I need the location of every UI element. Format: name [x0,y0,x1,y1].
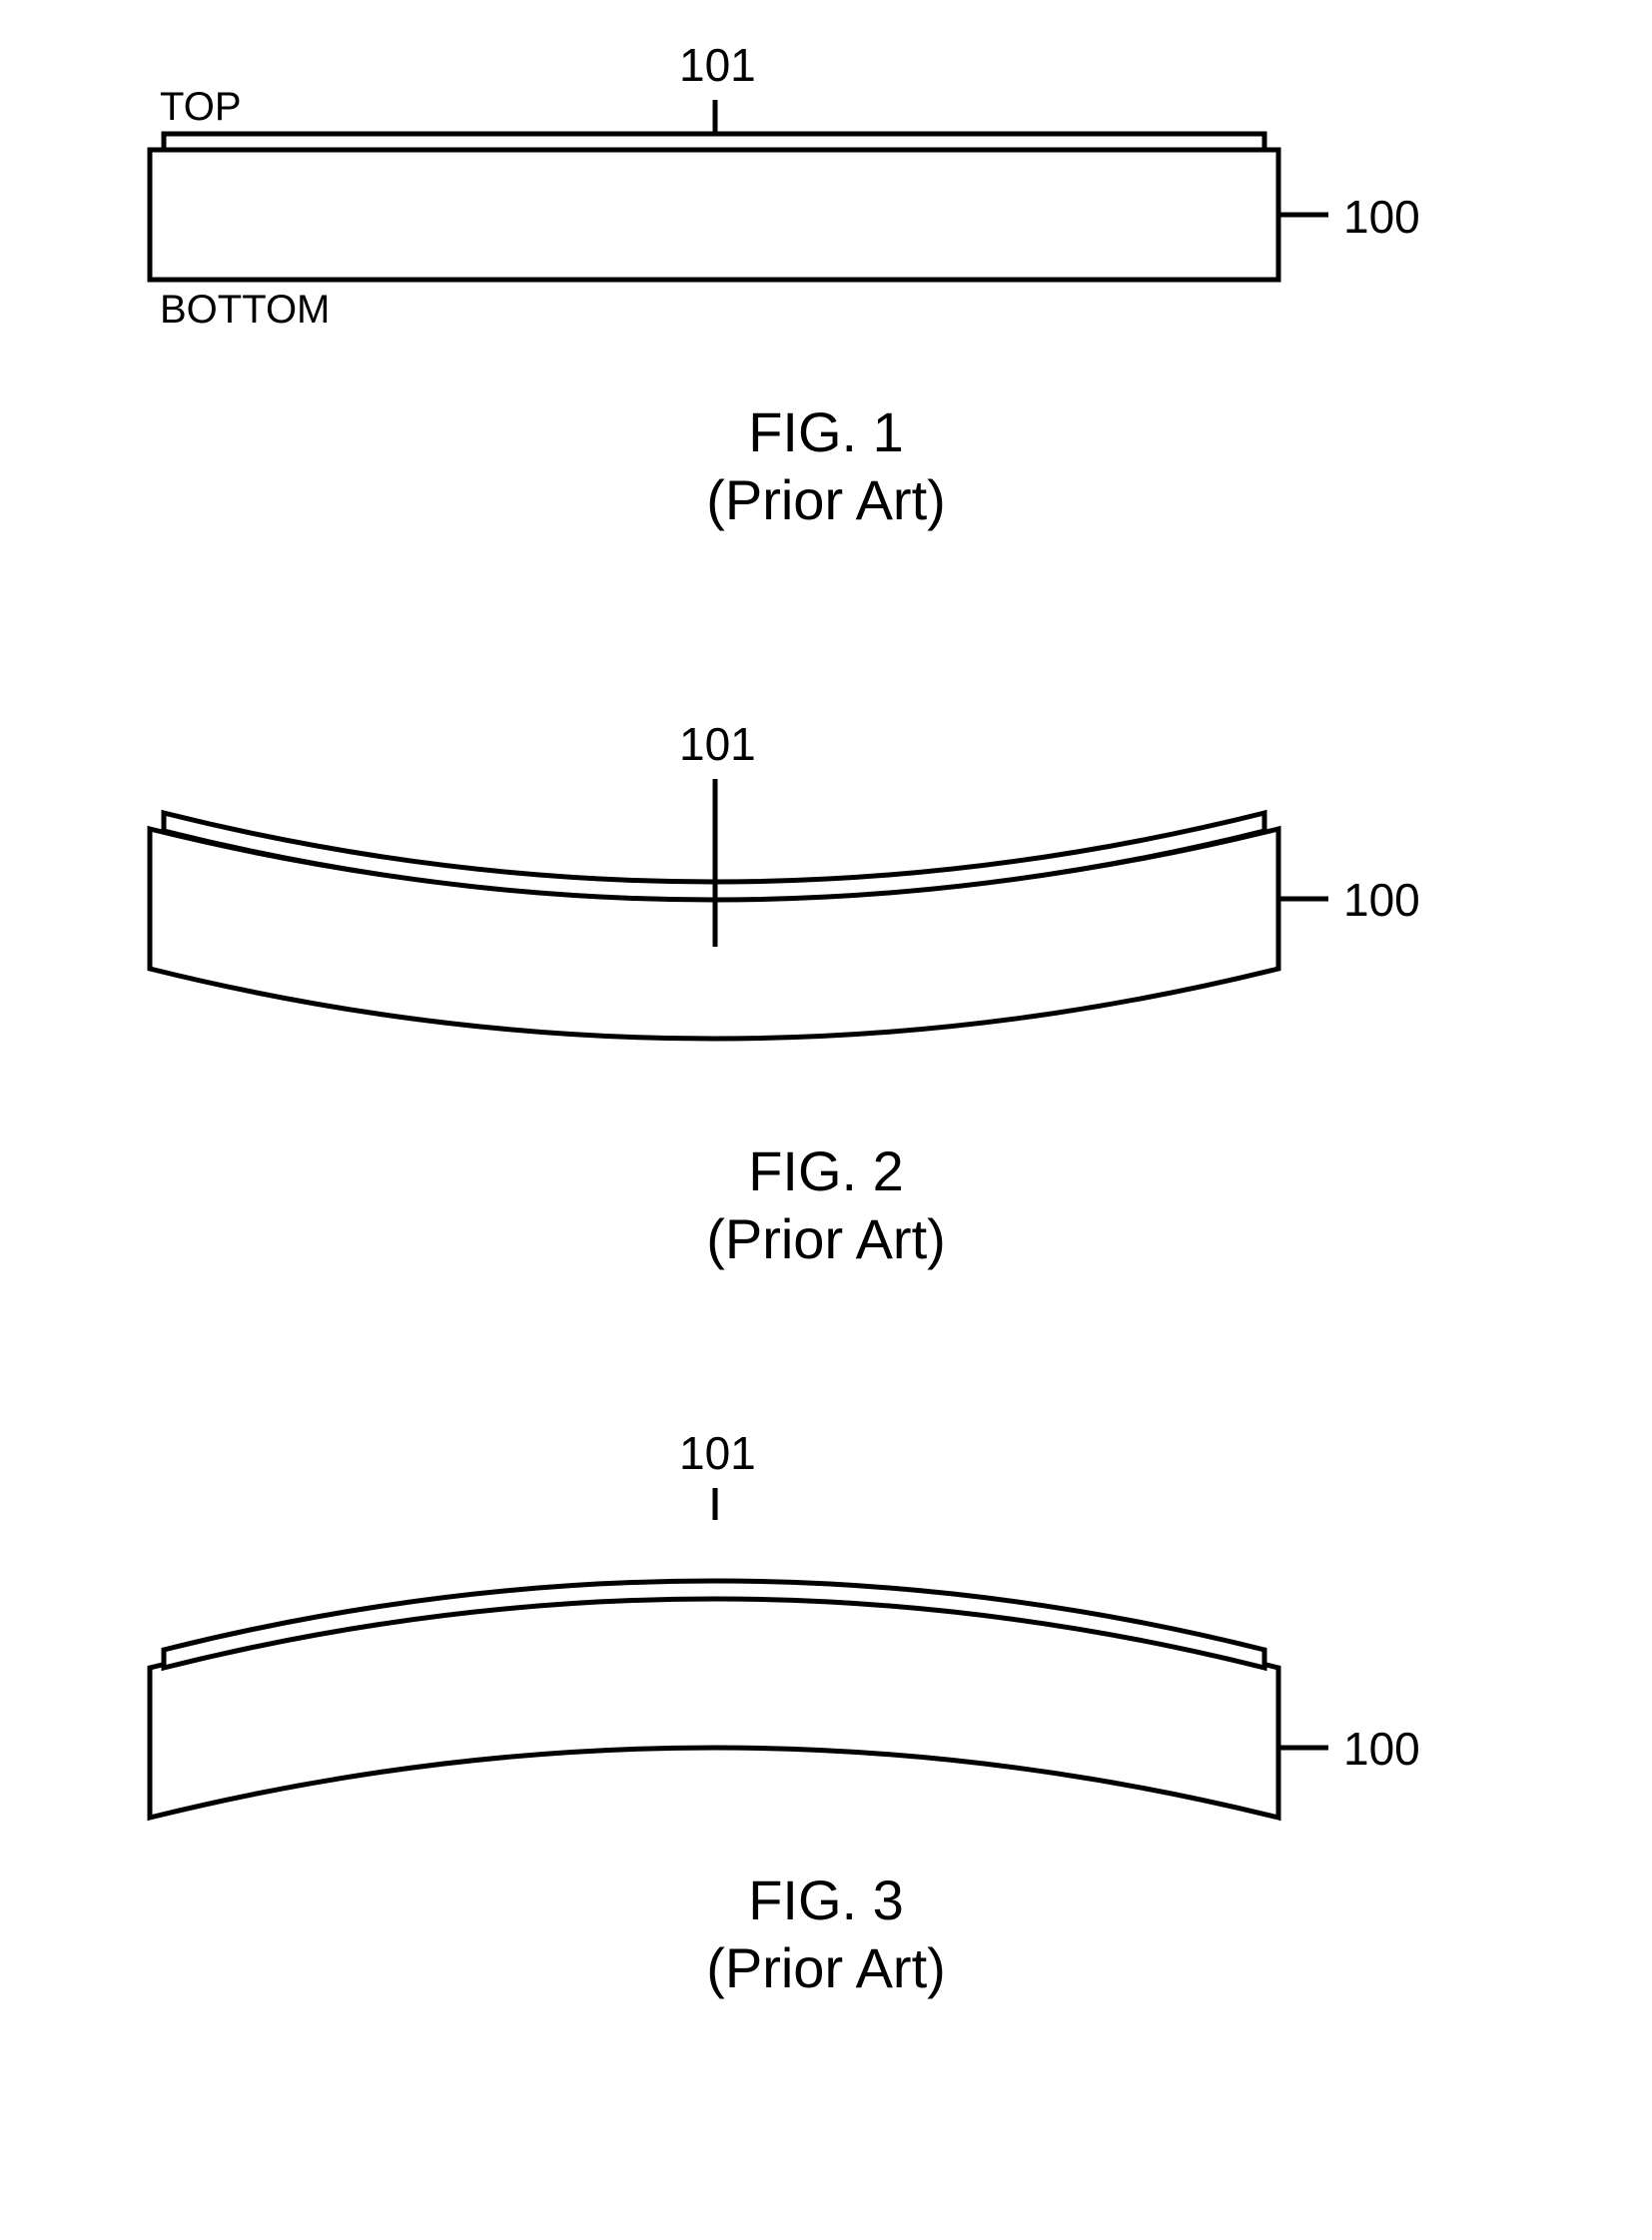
fig1-ref-101: 101 [679,38,756,92]
fig1-caption-line2: (Prior Art) [0,467,1652,532]
fig3-ref-101: 101 [679,1426,756,1480]
fig2-drawing [120,769,1518,1069]
fig2-ref-101: 101 [679,717,756,771]
fig1-caption-line1: FIG. 1 [0,399,1652,464]
fig1-ref-100: 100 [1343,190,1420,244]
fig1-label-top: TOP [160,85,242,130]
fig3-caption-line2: (Prior Art) [0,1935,1652,2000]
fig1-substrate [150,150,1278,280]
fig3-drawing [120,1528,1518,1867]
patent-figure-page: { "stroke_color": "#000000", "stroke_wid… [0,0,1652,2240]
fig3-ref-100: 100 [1343,1722,1420,1776]
fig2-caption-line1: FIG. 2 [0,1138,1652,1203]
fig2-ref-100: 100 [1343,873,1420,927]
fig1-film [164,134,1264,150]
fig1-label-bottom: BOTTOM [160,288,330,333]
fig3-caption-line1: FIG. 3 [0,1867,1652,1932]
fig2-caption-line2: (Prior Art) [0,1206,1652,1271]
